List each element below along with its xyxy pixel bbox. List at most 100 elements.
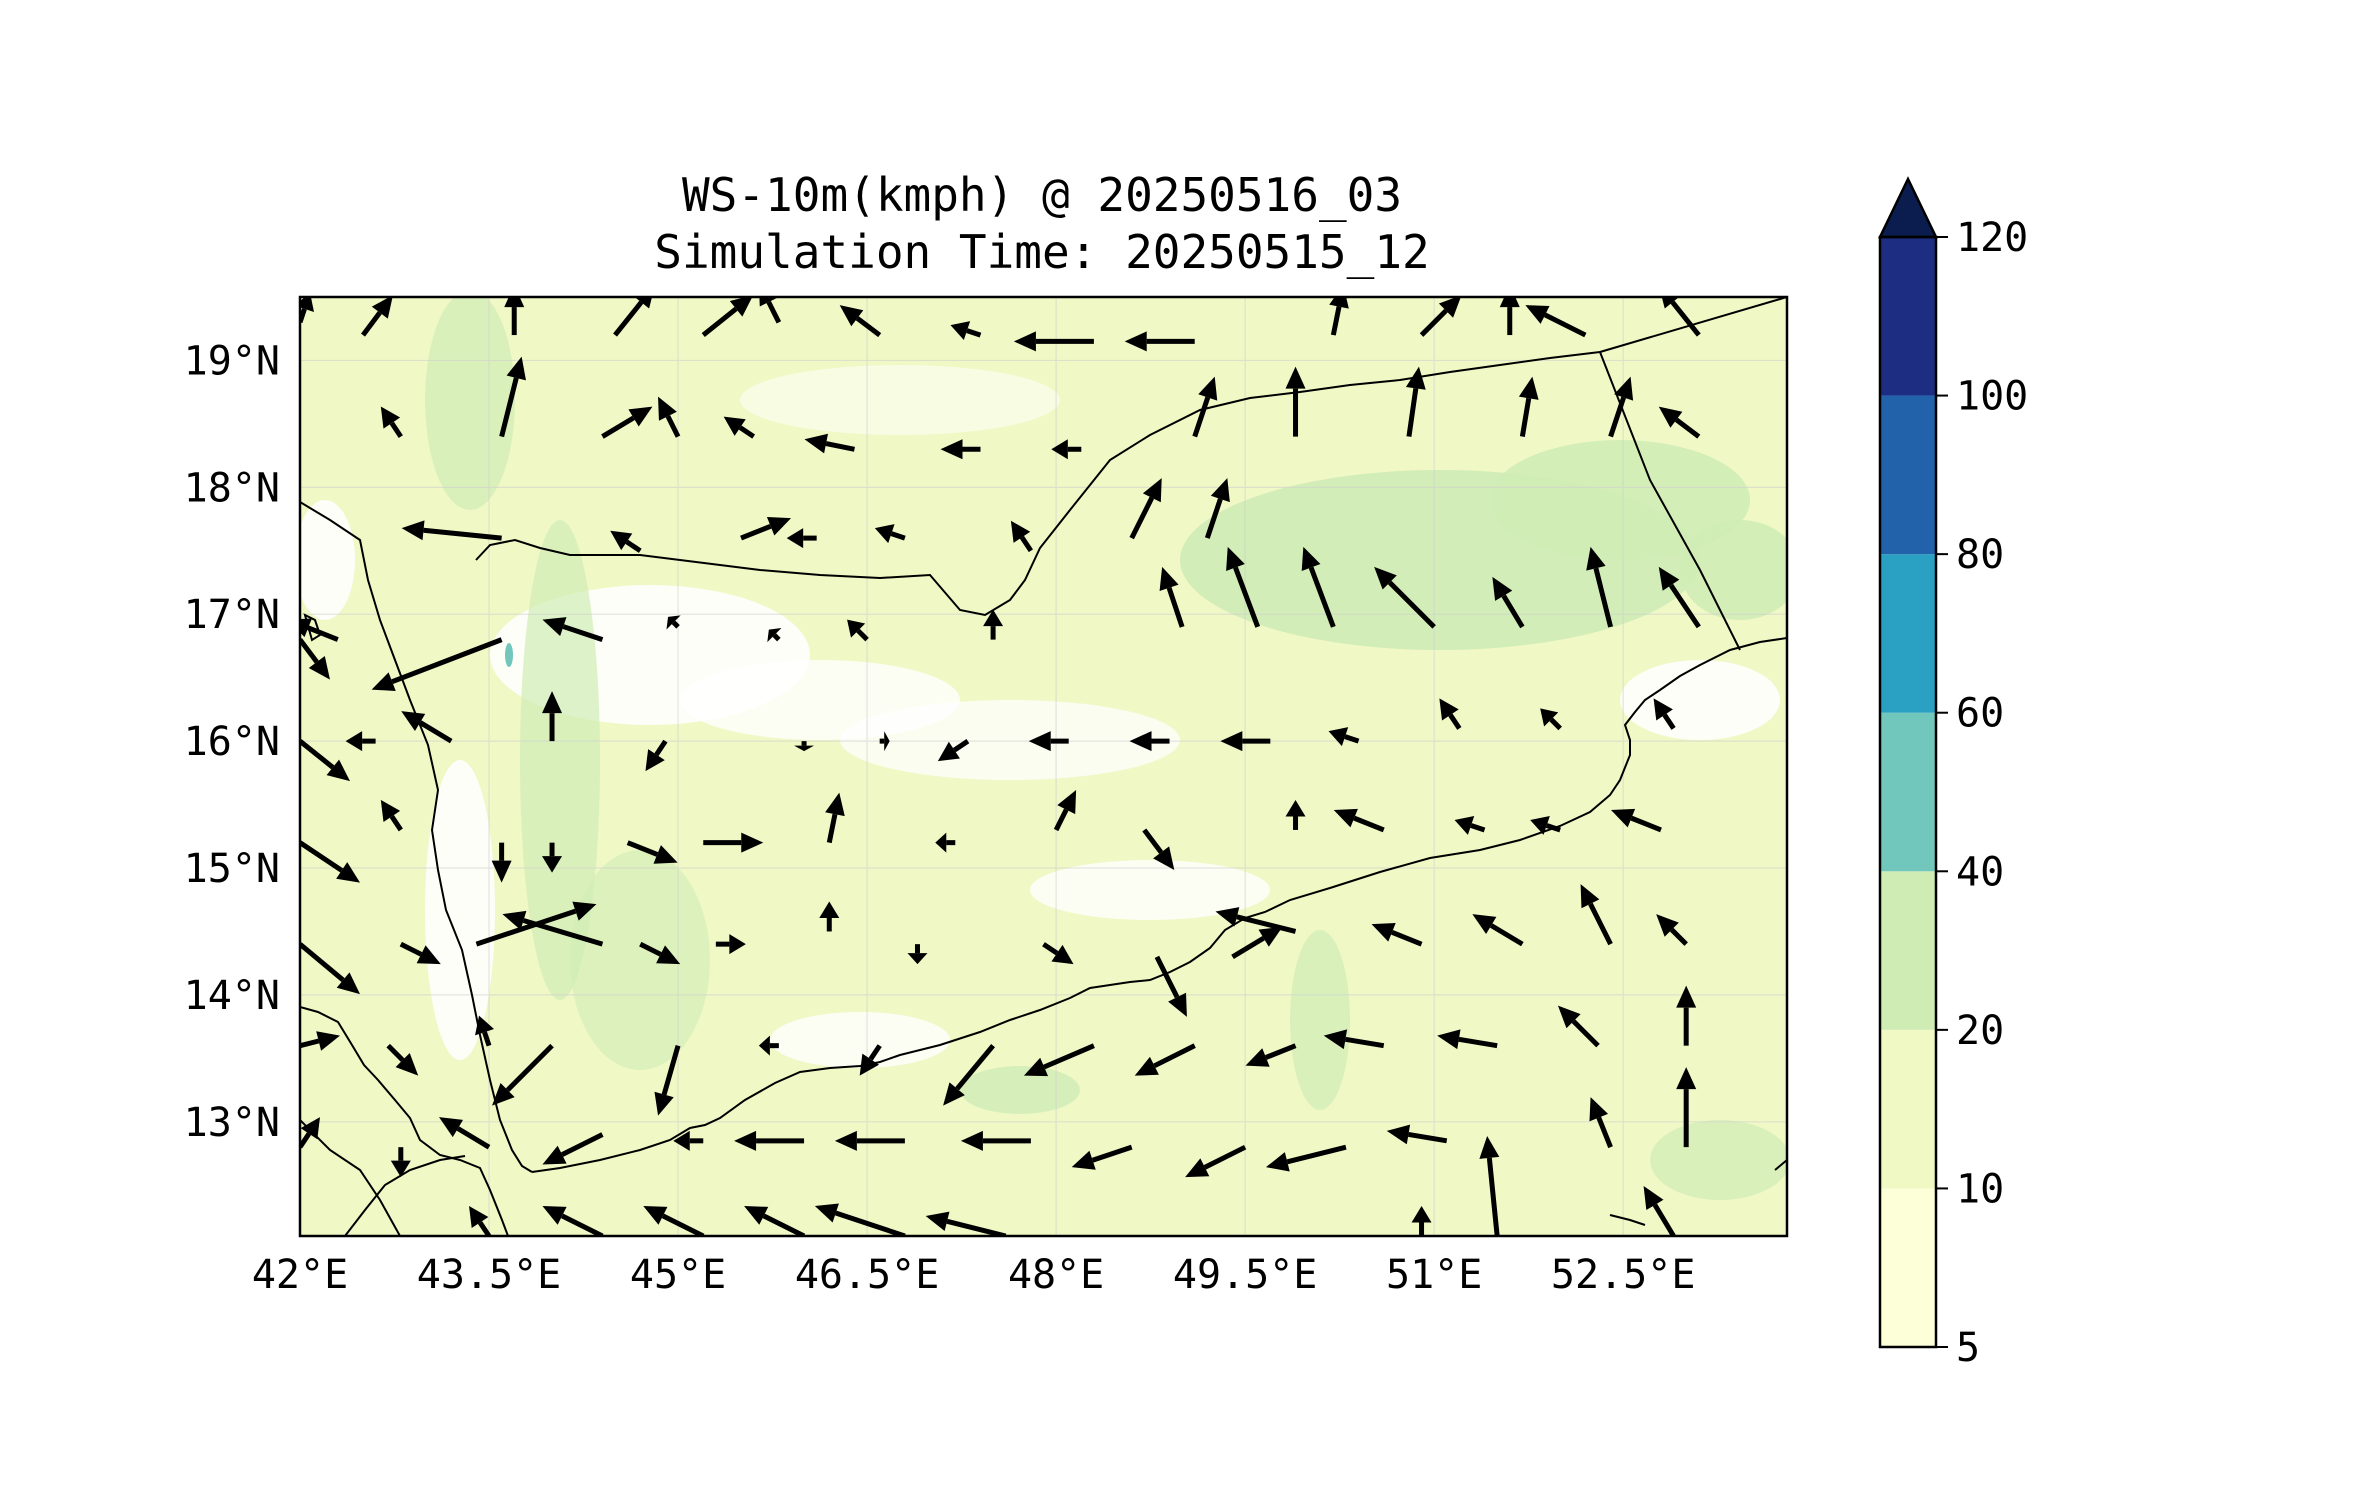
island-coast-3: [1774, 1159, 1787, 1171]
wind-arrow: [345, 731, 376, 752]
wind-arrow: [794, 741, 815, 752]
wind-arrow: [1610, 808, 1662, 833]
wind-arrow: [786, 528, 817, 549]
wind-arrow: [1656, 914, 1688, 946]
wind-arrow: [839, 305, 882, 338]
wind-arrow: [847, 619, 869, 642]
wind-arrow: [475, 901, 597, 947]
wind-arrow: [1525, 305, 1587, 338]
wind-field-light-patch: [300, 500, 355, 620]
wind-field-light-patch: [740, 365, 1060, 435]
wind-field-light-patch: [840, 700, 1180, 780]
wind-field-light-patch: [1030, 860, 1270, 920]
wind-arrow: [504, 297, 525, 336]
wind-arrow: [654, 1044, 681, 1116]
wind-arrow: [1479, 1136, 1500, 1236]
title-line-1: WS-10m(kmph) @ 20250516_03: [682, 168, 1402, 222]
lat-tick-label: 15°N: [184, 846, 280, 892]
wind-arrow: [1439, 698, 1462, 730]
wind-arrow: [643, 1206, 705, 1236]
wind-arrow: [1518, 376, 1539, 437]
wind-arrow: [469, 1206, 492, 1236]
wind-arrow: [1374, 566, 1436, 629]
lon-tick-label: 46.5°E: [795, 1252, 940, 1298]
wind-arrow: [626, 840, 678, 864]
wind-field-mid-patch: [1650, 1120, 1787, 1200]
wind-arrow: [983, 609, 1004, 640]
border-eritrea-ethiopia: [300, 1119, 401, 1236]
wind-arrow: [1028, 731, 1069, 752]
wind-arrow: [740, 516, 792, 541]
wind-arrow: [1129, 478, 1162, 540]
wind-arrow: [834, 1130, 905, 1151]
wind-arrow: [1454, 815, 1486, 835]
wind-arrow: [859, 1044, 882, 1076]
wind-arrow: [601, 406, 653, 439]
wind-field-mid-patch: [425, 297, 515, 510]
wind-arrow: [542, 1206, 604, 1236]
wind-arrow: [1405, 366, 1426, 437]
wind-arrow: [300, 942, 360, 995]
wind-arrow: [1231, 926, 1283, 959]
colorbar: 5 10 20 40 60 80 100 120: [1878, 176, 2028, 1371]
wind-arrow: [1285, 366, 1306, 437]
wind-arrow: [715, 934, 746, 955]
wind-arrow: [1530, 815, 1561, 835]
wind-arrow: [703, 832, 764, 853]
coastline-djibouti: [344, 1155, 466, 1236]
coastlines-and-borders: [300, 297, 1787, 1236]
wind-arrow: [491, 842, 512, 883]
colorbar-segment: [1880, 1188, 1936, 1347]
wind-arrow: [879, 731, 890, 752]
colorbar-segment: [1880, 237, 1936, 396]
map-frame: [298, 295, 1789, 1238]
colorbar-tick-label: 40: [1956, 849, 2004, 895]
wind-arrow: [1540, 708, 1562, 731]
wind-arrow: [639, 941, 681, 965]
wind-arrow: [300, 739, 350, 782]
lat-tick-label: 19°N: [184, 338, 280, 384]
colorbar-tick-label: 100: [1956, 374, 2028, 420]
wind-arrow: [943, 1044, 996, 1106]
wind-arrow: [300, 840, 360, 883]
wind-arrow: [390, 1147, 411, 1178]
wind-field-mid-patch: [960, 1066, 1080, 1114]
wind-arrow: [1051, 439, 1082, 460]
wind-arrow: [399, 941, 441, 965]
wind-arrow: [610, 530, 642, 553]
lat-tick-label: 17°N: [184, 592, 280, 638]
wind-arrow: [1185, 1144, 1247, 1178]
wind-arrow: [1245, 1043, 1297, 1067]
wind-arrow: [1676, 1067, 1697, 1148]
wind-arrow: [1437, 1029, 1498, 1050]
colorbar-segment: [1880, 395, 1936, 555]
lon-tick-label: 42°E: [252, 1252, 348, 1298]
wind-arrow: [1643, 1186, 1676, 1236]
wind-field-mid-patch: [1680, 520, 1787, 620]
wind-arrow: [723, 416, 756, 439]
wind-arrow: [907, 944, 928, 965]
title-line-2: Simulation Time: 20250515_12: [654, 225, 1429, 279]
wind-arrow: [300, 618, 339, 642]
wind-arrow: [925, 1211, 1007, 1236]
wind-arrow: [950, 321, 982, 341]
colorbar-frame: [1878, 235, 1938, 1349]
wind-arrow: [804, 433, 855, 454]
wind-arrow: [1023, 1043, 1095, 1077]
wind-arrow: [401, 711, 453, 744]
wind-arrow: [1371, 923, 1423, 947]
wind-arrow: [1386, 1124, 1448, 1145]
wind-arrow: [1042, 942, 1074, 965]
wind-arrow: [380, 406, 403, 438]
coastline-horn-of-africa: [300, 1006, 509, 1236]
wind-arrow: [1285, 799, 1306, 830]
wind-arrow: [767, 628, 782, 643]
wind-arrow: [1071, 1144, 1133, 1170]
colorbar-tick-label: 60: [1956, 691, 2004, 737]
wind-arrow: [1472, 914, 1524, 947]
lon-tick-label: 49.5°E: [1173, 1252, 1318, 1298]
wind-arrow: [1124, 331, 1195, 352]
wind-arrow: [401, 520, 502, 541]
wind-arrow: [758, 1035, 779, 1056]
wind-arrow: [1676, 985, 1697, 1046]
